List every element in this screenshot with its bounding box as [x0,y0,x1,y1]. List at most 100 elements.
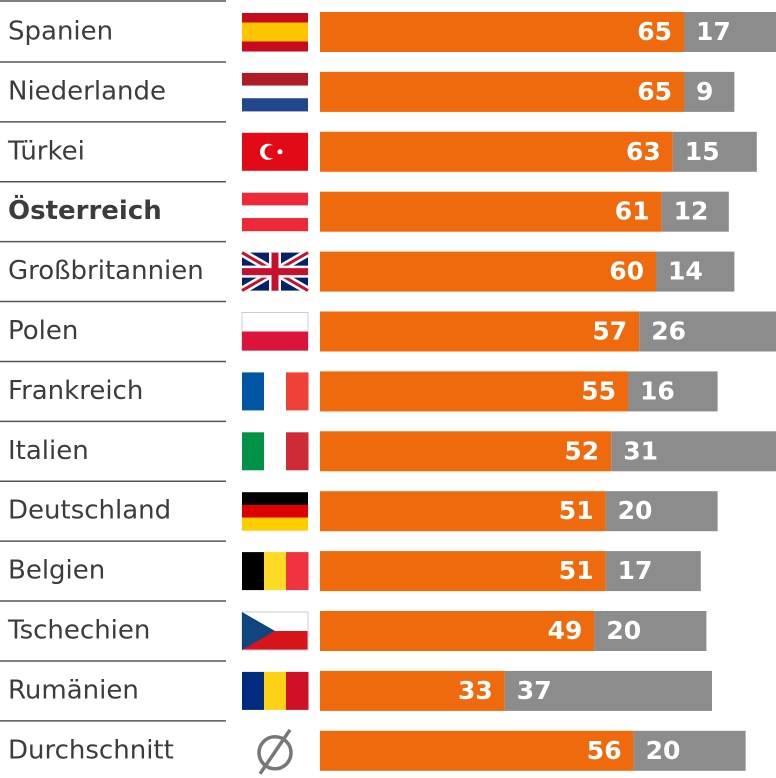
value-label: 20 [606,616,641,645]
category-label: Frankreich [8,376,143,406]
category-label: Italien [8,436,89,466]
bar-segment [628,371,718,412]
flag-stripe [264,671,287,710]
bar-segment [320,131,673,172]
category-label: Niederlande [8,76,166,106]
flag-stripe [242,492,308,506]
value-label: 12 [674,197,709,226]
category-label: Großbritannien [8,256,204,286]
value-label: 51 [559,556,594,585]
flag-stripe [242,98,308,112]
flag-stripe [242,432,265,471]
flag-stripe [242,72,308,87]
bar-segment [656,251,735,292]
flag [241,611,309,651]
value-label: 20 [618,496,653,525]
flag-stripe [242,552,265,591]
value-label: 56 [587,736,622,765]
flag-stripe [242,517,308,531]
bar-segment [605,491,718,532]
bar-segment [504,670,712,711]
flag [242,132,308,171]
value-label: 61 [615,197,650,226]
bar-segment [320,611,595,651]
value-label: 17 [618,556,653,585]
value-label: 26 [651,317,686,346]
bar-segment [320,491,606,532]
flag-stripe [286,671,309,710]
category-label: Österreich [8,193,162,226]
flag-stripe [264,372,287,411]
flag-stripe [264,432,287,471]
category-label: Polen [8,316,78,346]
bar-segment [672,131,757,172]
flag-stripe [242,22,308,42]
flag-stripe [242,671,265,710]
flag-stripe [242,192,308,206]
bar-segment [639,311,776,352]
flag [242,372,309,411]
bar-segment [611,431,776,472]
bar-segment [661,191,729,232]
value-label: 31 [623,436,658,465]
flag [242,552,309,591]
flag-stripe [242,504,308,519]
value-label: 60 [609,257,644,286]
category-label: Türkei [7,136,85,166]
category-label: Belgien [8,556,105,586]
flag-stripe [242,331,308,351]
flag-stripe [242,41,308,52]
value-label: 37 [517,676,552,705]
bar-segment [320,311,640,352]
value-label: 17 [696,17,731,46]
flag [242,13,308,52]
bar-segment [320,251,656,292]
category-label: Tschechien [7,616,150,646]
flag-stripe [242,218,308,232]
value-label: 51 [559,496,594,525]
category-label: Rumänien [8,675,139,705]
flag-stripe [286,432,309,471]
crescent-cut [264,145,278,159]
flag [241,312,309,351]
value-label: 52 [564,436,599,465]
flag-stripe [242,85,308,99]
value-label: 15 [685,137,720,166]
flag-stripe [242,205,308,219]
bar-segment [594,611,707,651]
bar-segment [320,551,606,592]
triangle [242,612,275,650]
flag-stripe [264,552,287,591]
avg-slash [258,728,292,775]
flag [242,671,309,710]
value-label: 63 [626,137,661,166]
avg-circle [257,735,293,771]
flag [242,492,308,531]
flag [242,192,308,232]
flag [240,249,310,295]
bar-segment [320,191,662,232]
bar-segment [320,371,628,412]
flag [257,728,293,775]
flag-stripe [286,552,309,591]
bar-segment [320,670,505,711]
flag-stripe [286,372,309,411]
value-label: 65 [637,17,672,46]
value-label: 57 [592,317,627,346]
bar-segment [320,730,634,771]
category-label: Durchschnitt [8,735,174,765]
flag [242,72,308,112]
bar-segment [320,431,612,472]
star [277,149,283,155]
bar-segment [605,551,701,592]
flag-stripe [242,372,265,411]
bar-segment [320,12,684,52]
value-label: 14 [668,257,703,286]
flag [242,432,309,471]
value-label: 55 [581,376,616,405]
value-label: 33 [458,676,493,705]
bar-segment [633,730,746,771]
bar-segment [684,71,735,112]
flag-stripe [242,13,308,23]
